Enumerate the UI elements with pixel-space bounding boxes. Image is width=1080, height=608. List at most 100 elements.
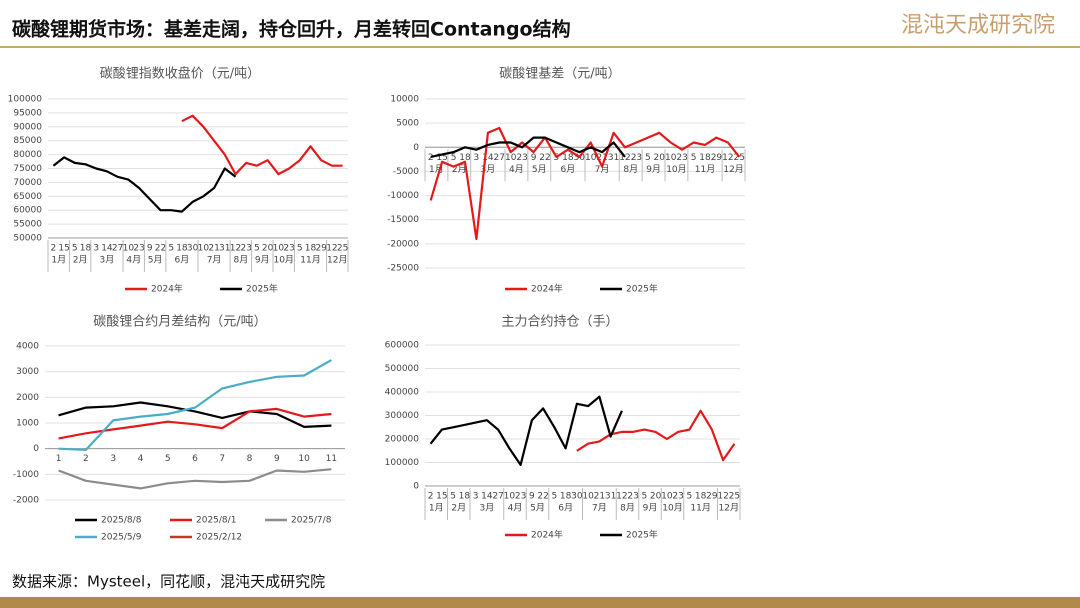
x-tick-label: 10	[198, 244, 210, 254]
x-tick-label: 5	[254, 244, 260, 254]
y-tick-label: -10000	[387, 191, 419, 201]
legend-label: 2025/7/8	[291, 516, 332, 526]
x-tick-label: 30	[571, 492, 583, 502]
series-line	[58, 468, 332, 490]
x-tick-label: 27	[112, 244, 123, 254]
x-group-label: 7月	[595, 164, 610, 175]
x-group-label: 6月	[175, 255, 190, 266]
x-tick-label: 21	[208, 244, 219, 254]
x-tick-label: 18	[459, 153, 471, 163]
x-tick-label: 18	[176, 244, 188, 254]
x-tick-label: 27	[494, 153, 505, 163]
x-tick-label: 22	[537, 492, 548, 502]
x-group-label: 4月	[126, 255, 141, 266]
legend-label: 2025/8/8	[101, 516, 142, 526]
x-group-label: 10月	[273, 255, 293, 266]
x-tick-label: 2	[50, 244, 56, 254]
x-tick-label: 20	[654, 153, 666, 163]
x-tick-label: 5	[552, 492, 558, 502]
y-tick-label: 0	[413, 482, 419, 492]
footer-bar	[0, 597, 1080, 608]
x-tick-label: 10	[298, 454, 310, 464]
y-tick-label: 75000	[13, 164, 42, 174]
x-tick-label: 15	[436, 492, 447, 502]
y-tick-label: -5000	[393, 167, 419, 177]
x-tick-label: 5	[297, 244, 303, 254]
x-tick-label: 5	[168, 244, 174, 254]
y-tick-label: 200000	[385, 435, 420, 445]
x-tick-label: 5	[72, 244, 78, 254]
x-tick-label: 30	[187, 244, 199, 254]
x-tick-label: 5	[642, 492, 648, 502]
y-tick-label: 4000	[16, 342, 39, 352]
x-group-label: 11月	[695, 164, 715, 175]
y-tick-label: 100000	[8, 95, 43, 105]
chart-title: 主力合约持仓（手）	[501, 315, 618, 330]
x-tick-label: 10	[665, 153, 677, 163]
y-tick-label: 400000	[385, 388, 420, 398]
x-group-label: 11月	[300, 255, 320, 266]
x-group-label: 3月	[100, 255, 115, 266]
x-tick-label: 14	[101, 244, 113, 254]
x-group-label: 4月	[509, 164, 524, 175]
y-tick-label: 0	[413, 143, 419, 153]
x-tick-label: 29	[711, 153, 723, 163]
legend-label: 2025年	[626, 283, 658, 295]
x-group-label: 3月	[480, 164, 495, 175]
x-tick-label: 20	[650, 492, 662, 502]
x-tick-label: 9	[529, 492, 535, 502]
x-tick-label: 12	[722, 153, 733, 163]
y-tick-label: 55000	[13, 220, 42, 230]
x-group-label: 6月	[558, 503, 573, 514]
series-line	[429, 395, 623, 466]
y-tick-label: -25000	[387, 264, 419, 274]
x-tick-label: 31	[605, 492, 616, 502]
x-group-label: 10月	[666, 164, 686, 175]
x-tick-label: 23	[631, 153, 642, 163]
legend-label: 2025年	[626, 529, 658, 541]
x-tick-label: 18	[560, 492, 572, 502]
x-group-label: 10月	[662, 503, 682, 514]
x-tick-label: 22	[539, 153, 550, 163]
y-tick-label: 65000	[13, 192, 42, 202]
x-tick-label: 23	[676, 153, 687, 163]
x-tick-label: 23	[516, 153, 527, 163]
x-tick-label: 29	[706, 492, 718, 502]
x-tick-label: 8	[247, 454, 253, 464]
x-tick-label: 9	[531, 153, 537, 163]
x-tick-label: 25	[734, 153, 745, 163]
x-group-label: 9月	[255, 255, 270, 266]
x-tick-label: 18	[695, 492, 707, 502]
legend-label: 2024年	[531, 283, 563, 295]
x-tick-label: 10	[661, 492, 673, 502]
x-tick-label: 10	[582, 492, 594, 502]
x-tick-label: 15	[436, 153, 447, 163]
x-group-label: 2月	[73, 255, 88, 266]
y-tick-label: 80000	[13, 150, 42, 160]
x-tick-label: 4	[138, 454, 144, 464]
x-group-label: 7月	[592, 503, 607, 514]
x-group-label: 8月	[623, 164, 638, 175]
series-line	[52, 156, 237, 213]
y-tick-label: 0	[33, 444, 39, 454]
y-tick-label: 10000	[390, 95, 419, 105]
x-tick-label: 5	[691, 153, 697, 163]
legend-label: 2025/2/12	[196, 533, 242, 543]
x-group-label: 5月	[530, 503, 545, 514]
x-group-label: 1月	[429, 503, 444, 514]
legend-label: 2024年	[151, 283, 183, 295]
y-tick-label: 600000	[385, 341, 420, 351]
x-group-label: 5月	[148, 255, 163, 266]
x-tick-label: 21	[594, 492, 605, 502]
x-tick-label: 5	[687, 492, 693, 502]
series-line	[58, 401, 332, 428]
x-tick-label: 2	[428, 153, 434, 163]
x-tick-label: 9	[274, 454, 280, 464]
x-group-label: 11月	[690, 503, 710, 514]
x-tick-label: 21	[596, 153, 607, 163]
y-tick-label: 100000	[385, 458, 420, 468]
series-line	[576, 409, 736, 462]
legend-label: 2025/8/1	[196, 516, 236, 526]
y-tick-label: -20000	[387, 239, 419, 249]
